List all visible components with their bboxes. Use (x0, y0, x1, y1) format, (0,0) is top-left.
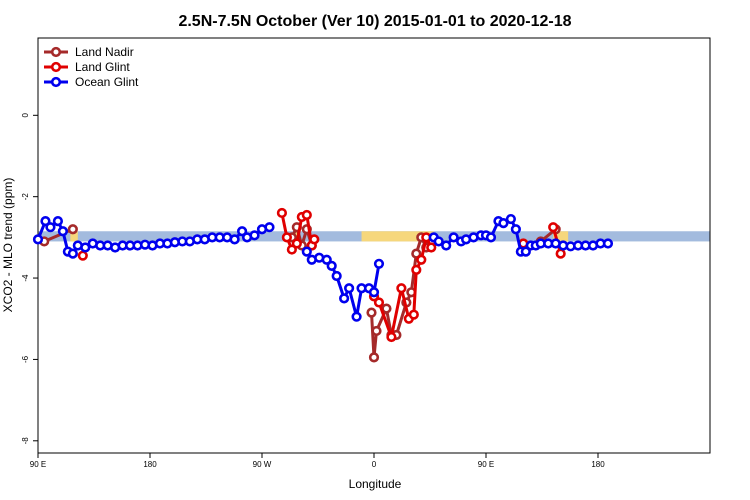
legend-label-land-glint: Land Glint (75, 60, 130, 74)
x-tick-label-2: 90 W (253, 460, 272, 469)
land-glint-point (291, 238, 302, 249)
ocean-glint-point (373, 258, 385, 269)
ocean-glint-point (441, 240, 452, 251)
ocean-glint-point (264, 222, 275, 233)
legend-label-land-nadir: Land Nadir (75, 45, 134, 59)
land-nadir-point (371, 325, 382, 337)
land-nadir-line-0 (43, 227, 74, 243)
land-glint-point (548, 222, 559, 233)
land-glint-point (416, 254, 427, 265)
ocean-glint-point (339, 293, 350, 304)
ocean-glint-point (301, 246, 312, 257)
legend-marker-ocean-glint (50, 76, 62, 88)
chart-title: 2.5N-7.5N October (Ver 10) 2015-01-01 to… (178, 13, 571, 30)
land-nadir-point (67, 224, 78, 235)
x-axis-label: Longitude (349, 477, 402, 491)
land-glint-point (555, 248, 566, 259)
land-glint-point (408, 309, 419, 320)
ocean-glint-point (321, 254, 332, 265)
x-tick-label-1: 180 (143, 460, 157, 469)
ocean-glint-point (485, 232, 497, 243)
land-nadir-point (368, 352, 380, 363)
land-band-2 (361, 231, 434, 242)
x-tick-label-5: 180 (591, 460, 605, 469)
ocean-glint-point (229, 234, 240, 245)
land-glint-point (373, 297, 385, 308)
ocean-glint-point (249, 230, 260, 241)
y-tick-label-4: -8 (21, 437, 30, 445)
legend-item-land-glint: Land Glint (44, 60, 130, 74)
y-tick-label-2: -4 (21, 274, 30, 282)
ocean-glint-point (602, 238, 614, 249)
ocean-glint-point (236, 226, 248, 237)
land-band-0 (70, 231, 78, 242)
ocean-glint-point (52, 215, 64, 227)
y-tick-label-0: 0 (21, 113, 30, 118)
x-tick-label-4: 90 E (478, 460, 494, 469)
land-glint-point (396, 283, 407, 294)
y-axis-label: XCO2 - MLO trend (ppm) (1, 178, 15, 313)
y-axis: 0 -2 -4 -6 -8 (21, 113, 38, 445)
land-nadir-point (366, 307, 377, 318)
ocean-glint-point (40, 215, 51, 227)
land-glint-point (286, 244, 297, 255)
series-ocean-glint (32, 213, 614, 322)
ocean-glint-point (448, 232, 459, 243)
land-glint-point (309, 234, 320, 245)
x-tick-label-0: 90 E (30, 460, 46, 469)
ocean-glint-point (433, 236, 444, 247)
land-glint-point (386, 331, 397, 343)
land-glint-point (77, 250, 88, 261)
ocean-glint-point (326, 260, 337, 271)
y-tick-label-3: -6 (21, 355, 30, 363)
land-glint-point (411, 264, 422, 276)
land-glint-point (281, 232, 292, 243)
x-tick-label-3: 0 (372, 460, 377, 469)
series-land-glint (77, 207, 566, 343)
ocean-glint-point (57, 226, 68, 237)
ocean-glint-point (520, 246, 531, 257)
ocean-glint-point (331, 270, 342, 282)
ocean-glint-point (351, 311, 362, 322)
land-nadir-point (411, 248, 422, 259)
series-layer (32, 207, 614, 363)
ocean-glint-point (344, 283, 355, 294)
ocean-glint-point (45, 222, 56, 233)
ocean-glint-point (505, 213, 516, 225)
legend-item-land-nadir: Land Nadir (44, 45, 134, 59)
legend-label-ocean-glint: Ocean Glint (75, 75, 139, 89)
land-glint-point (426, 242, 437, 253)
ocean-glint-point (510, 224, 521, 235)
land-glint-point (276, 207, 288, 219)
x-axis: 90 E 180 90 W 0 90 E 180 (30, 453, 605, 469)
ocean-glint-point (32, 234, 44, 245)
land-nadir-point (381, 303, 392, 314)
legend-marker-land-glint (50, 61, 62, 73)
land-glint-point (301, 209, 312, 221)
ocean-glint-point (67, 248, 78, 259)
y-tick-label-1: -2 (21, 193, 30, 201)
legend-marker-land-nadir (50, 46, 62, 58)
ocean-glint-point (80, 242, 91, 253)
ocean-glint-point (498, 218, 509, 229)
legend-item-ocean-glint: Ocean Glint (44, 75, 139, 89)
land-band-3 (553, 231, 569, 242)
ocean-glint-point (368, 287, 380, 298)
